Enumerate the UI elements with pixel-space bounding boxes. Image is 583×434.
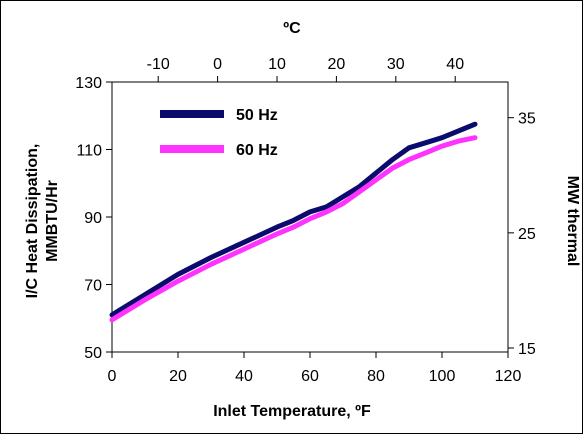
x-tick-label: 100: [429, 368, 456, 385]
x-tick-label: 0: [108, 368, 117, 385]
y2-tick-label: 35: [518, 111, 536, 128]
x2-tick-label: 40: [446, 56, 464, 73]
y-tick-label: 110: [76, 143, 102, 160]
y-tick-label: 50: [84, 345, 102, 362]
series-line-50hz: [109, 121, 478, 318]
plot-area: 0 20 40 60 80 100 120 50 70 90 110 130 -10 0 10 20 30 40 1…: [75, 56, 536, 385]
y2-tick-label: 15: [518, 341, 536, 358]
y-axis-title: I/C Heat Dissipation, MMBTU/Hr: [24, 144, 61, 299]
y2-tick-label: 25: [518, 226, 536, 243]
x2-tick-label: 10: [268, 56, 286, 73]
y-axis-title-line-2: MMBTU/Hr: [44, 180, 61, 262]
legend-label-50hz: 50 Hz: [236, 107, 278, 124]
y-tick-label: 70: [84, 278, 102, 295]
y2-axis-title: MW thermal: [564, 176, 581, 267]
y-tick-label: 130: [75, 75, 102, 92]
x2-tick-label: 0: [213, 56, 222, 73]
x2-tick-label: 20: [328, 56, 346, 73]
x-tick-label: 40: [235, 368, 253, 385]
legend-label-60hz: 60 Hz: [236, 142, 278, 159]
x-tick-label: 120: [495, 368, 522, 385]
x2-tick-label: -10: [147, 56, 170, 73]
x-axis-title: Inlet Temperature, ºF: [213, 403, 371, 420]
x2-tick-label: 30: [387, 56, 405, 73]
y-axis-title-line-1: I/C Heat Dissipation,: [24, 144, 41, 299]
x-tick-label: 20: [169, 368, 187, 385]
legend: 50 Hz 60 Hz: [160, 107, 278, 159]
x2-axis-title: ºC: [283, 20, 301, 37]
x-tick-label: 80: [367, 368, 385, 385]
y-tick-label: 90: [84, 210, 102, 227]
x-tick-label: 60: [301, 368, 319, 385]
series-line-60hz: [109, 135, 478, 323]
